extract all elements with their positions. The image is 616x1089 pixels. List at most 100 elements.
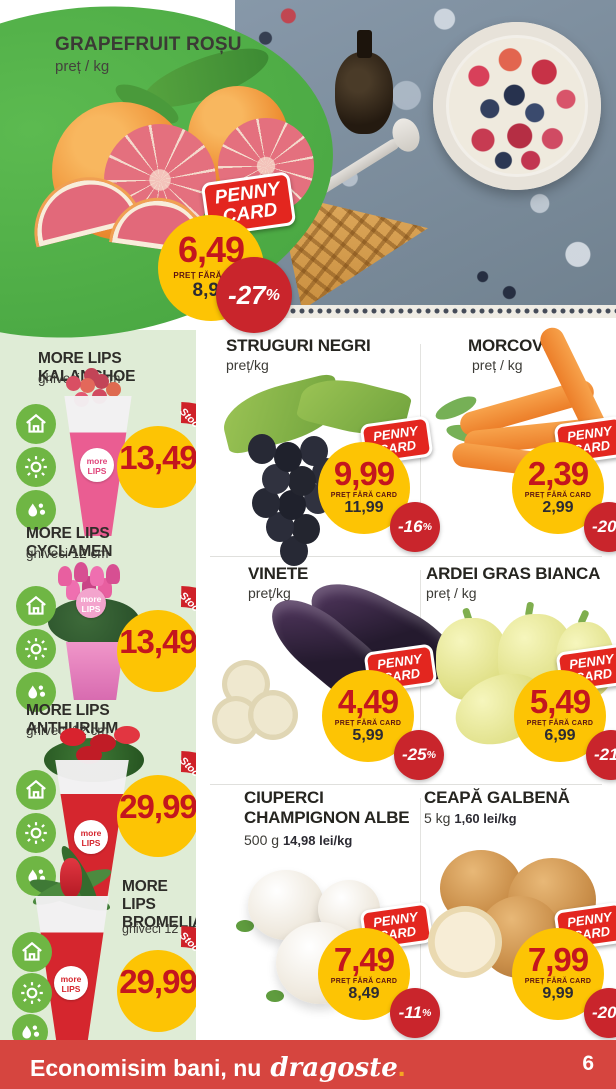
logo-line2: LIPS — [81, 604, 101, 614]
no-card-label: PREȚ FĂRĂ CARD — [330, 492, 398, 499]
product-old-price: 2,99 — [542, 499, 574, 516]
product-price: 7,49 — [333, 941, 395, 978]
plant-subtitle: ghiveci 12 cm — [122, 922, 199, 936]
discount-badge: -21% — [586, 730, 616, 780]
discount-badge: -16% — [390, 502, 440, 552]
more-lips-logo: more LIPS — [76, 588, 106, 618]
product-subtitle: 500 g 14,98 lei/kg — [244, 832, 352, 848]
home-icon — [12, 932, 52, 972]
discount-value: -16 — [398, 517, 423, 536]
logo-line1: more — [80, 594, 102, 604]
product-price: 2,39 — [527, 455, 589, 492]
page-number: 6 — [582, 1052, 594, 1075]
product-subtitle: 5 kg 1,60 lei/kg — [424, 810, 517, 826]
cyclamen-flowers — [58, 566, 72, 586]
no-card-label: PREȚ FĂRĂ CARD — [524, 978, 592, 985]
price-cluster: PENNY CARD 5,49 PREȚ FĂRĂ CARD 6,99 -21% — [514, 643, 616, 830]
logo-line2: LIPS — [61, 984, 81, 994]
syrup-bottle-neck — [357, 30, 372, 58]
plant-price: 13,49 — [119, 623, 198, 660]
kalanchoe-flowers — [66, 376, 81, 391]
discount-value: -11 — [398, 1003, 422, 1022]
price-circle: 7,49 PREȚ FĂRĂ CARD 8,49 — [318, 928, 410, 1020]
product-old-price: 11,99 — [344, 499, 384, 516]
plant-price-cluster: Stoc limitat 13,49 — [71, 370, 289, 588]
sun-icon — [16, 629, 56, 669]
discount-value: -20 — [592, 517, 616, 536]
eggplant-slice — [248, 690, 298, 740]
logo-line1: more — [60, 974, 82, 984]
product-title: ARDEI GRAS BIANCA — [426, 564, 601, 583]
product-title: VINETE — [248, 564, 309, 583]
slogan-dot: . — [397, 1051, 406, 1082]
home-icon — [16, 404, 56, 444]
row-separator — [210, 556, 602, 557]
percent-sign: % — [422, 521, 432, 533]
product-subtitle: preț/kg — [248, 585, 291, 601]
product-price: 7,99 — [527, 941, 589, 978]
more-lips-logo: more LIPS — [74, 820, 108, 854]
no-card-label: PREȚ FĂRĂ CARD — [330, 978, 398, 985]
berry-bowl — [433, 22, 601, 190]
price-cluster: PENNY CARD 9,99 PREȚ FĂRĂ CARD 11,99 -16… — [318, 415, 478, 602]
hero-unit: preț / kg — [55, 58, 110, 75]
bromelia-flower — [60, 858, 82, 898]
plants-column: MORE LIPS KALANCHOE ghiveci 12 cm more L… — [0, 330, 289, 1089]
parsley-art — [236, 920, 254, 932]
plant-title: MORE LIPS CYCLAMEN — [26, 525, 113, 560]
drops-icon — [16, 672, 56, 712]
footer-bar: Economisim bani, nu dragoste. 6 — [0, 1040, 616, 1089]
unit-price: 14,98 lei/kg — [282, 833, 353, 848]
onion-half-art — [428, 906, 502, 978]
plant-price: 29,99 — [119, 788, 198, 825]
product-grid: STRUGURI NEGRI preț/kg PENNY CARD 9,99 P… — [196, 323, 616, 1040]
footer-slogan: Economisim bani, nu dragoste. — [30, 1051, 406, 1083]
price-cluster: PENNY CARD 4,49 PREȚ FĂRĂ CARD 5,99 -25% — [322, 643, 482, 830]
product-title: CIUPERCI CHAMPIGNON ALBE — [244, 788, 410, 827]
discount-value: -25 — [402, 745, 427, 764]
product-old-price: 5,99 — [352, 727, 384, 744]
row-separator — [210, 784, 602, 785]
product-subtitle: preț / kg — [426, 585, 477, 601]
slogan-script: dragoste — [270, 1053, 398, 1083]
logo-line2: LIPS — [81, 838, 101, 848]
product-title: CEAPĂ GALBENĂ — [424, 788, 570, 807]
logo-line2: LIPS — [87, 466, 107, 476]
discount-value: -21 — [594, 745, 616, 764]
product-subtitle: preț/kg — [226, 357, 269, 373]
plant-price-circle: 29,99 — [117, 775, 199, 857]
pack-size: 500 g — [244, 832, 280, 848]
product-old-price: 8,49 — [348, 985, 380, 1002]
sun-icon — [16, 447, 56, 487]
product-subtitle: preț / kg — [472, 357, 523, 373]
price-cluster: PENNY CARD 7,49 PREȚ FĂRĂ CARD 8,49 -11% — [318, 901, 478, 1088]
plant-price: 29,99 — [119, 963, 198, 1000]
plant-price-cluster: Stoc limitat 29,99 — [71, 719, 289, 937]
slogan-regular: Economisim bani, nu — [30, 1055, 262, 1081]
product-title: MORCOVI — [468, 336, 548, 355]
plant-price-circle: 29,99 — [117, 950, 199, 1032]
product-price: 9,99 — [333, 455, 395, 492]
sun-icon — [12, 973, 52, 1013]
logo-line1: more — [80, 828, 102, 838]
plant-price: 13,49 — [119, 439, 198, 476]
berries — [449, 38, 585, 174]
price-circle: 4,49 PREȚ FĂRĂ CARD 5,99 — [322, 670, 414, 762]
hero-price-cluster: PENNY CARD 6,49 PREȚ FĂRĂ CARD 8,99 -27% — [158, 171, 328, 375]
product-title: STRUGURI NEGRI — [226, 336, 371, 355]
product-price: 5,49 — [529, 683, 591, 720]
home-icon — [16, 770, 56, 810]
logo-line1: more — [86, 456, 108, 466]
home-icon — [16, 586, 56, 626]
no-card-label: PREȚ FĂRĂ CARD — [334, 720, 402, 727]
pack-size: 5 kg — [424, 810, 451, 826]
hero-product-title: GRAPEFRUIT ROȘU — [55, 34, 242, 55]
no-card-label: PREȚ FĂRĂ CARD — [526, 720, 594, 727]
product-old-price: 9,99 — [542, 985, 574, 1002]
percent-sign: % — [426, 749, 436, 761]
more-lips-logo: more LIPS — [80, 448, 114, 482]
plant-price-cluster: Stoc limitat 13,49 — [71, 554, 289, 772]
more-lips-logo: more LIPS — [54, 966, 88, 1000]
no-card-label: PREȚ FĂRĂ CARD — [524, 492, 592, 499]
